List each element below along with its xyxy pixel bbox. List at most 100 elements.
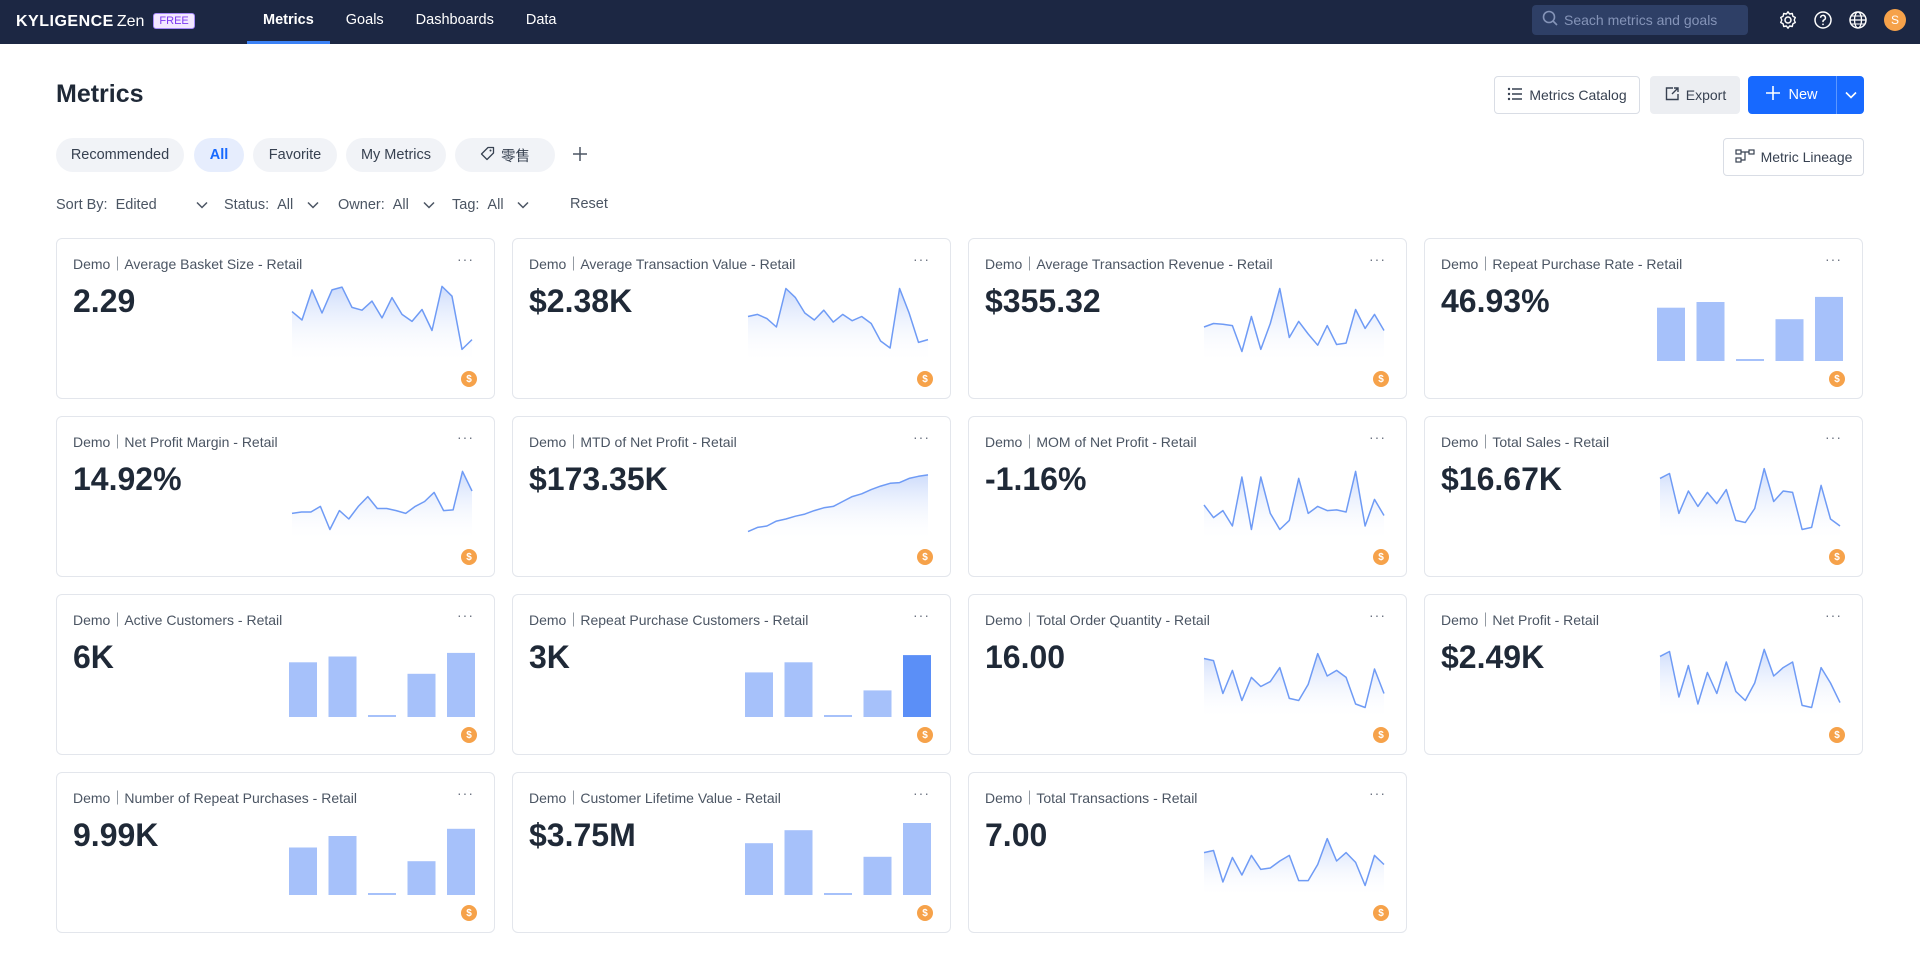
nav-item-goals[interactable]: Goals	[345, 12, 384, 28]
search-box[interactable]	[1532, 5, 1748, 35]
plan-badge: FREE	[153, 13, 195, 29]
user-avatar[interactable]: S	[1884, 9, 1906, 31]
owner-dropdown[interactable]: Owner: All	[338, 196, 435, 214]
metrics-catalog-button[interactable]: Metrics Catalog	[1494, 76, 1640, 114]
sparkline-line	[1659, 648, 1841, 709]
tab-all[interactable]: All	[194, 138, 244, 172]
metric-card[interactable]: Demo｜Net Profit Margin - Retail ··· 14.92%…	[56, 416, 495, 577]
more-options-icon[interactable]: ···	[1825, 607, 1842, 623]
tag-icon	[480, 146, 495, 165]
sparkline-svg	[291, 285, 473, 361]
more-options-icon[interactable]: ···	[457, 785, 474, 801]
sparkline-bar	[368, 893, 396, 895]
new-dropdown-toggle[interactable]	[1836, 76, 1864, 114]
sort-by-dropdown[interactable]: Sort By: Edited	[56, 196, 208, 214]
more-options-icon[interactable]: ···	[913, 429, 930, 445]
currency-dollar-icon: $	[917, 549, 933, 565]
sparkline-svg	[1203, 652, 1385, 717]
metric-card[interactable]: Demo｜Average Basket Size - Retail ··· 2.29…	[56, 238, 495, 399]
more-options-icon[interactable]: ···	[913, 607, 930, 623]
metric-sparkline-chart	[1657, 281, 1843, 361]
metric-card-title: Demo｜Net Profit Margin - Retail	[73, 434, 278, 450]
metric-sparkline-chart	[289, 637, 475, 717]
metric-card[interactable]: Demo｜Total Transactions - Retail ··· 7.00 $	[968, 772, 1407, 933]
metric-card[interactable]: Demo｜Net Profit - Retail ··· $2.49K $	[1424, 594, 1863, 755]
search-icon	[1542, 10, 1558, 31]
reset-filters-link[interactable]: Reset	[570, 196, 608, 212]
metric-card-title: Demo｜Total Transactions - Retail	[985, 790, 1198, 806]
chevron-down-icon	[307, 197, 319, 213]
more-options-icon[interactable]: ···	[457, 607, 474, 623]
sparkline-bar	[903, 655, 931, 717]
tab-retail-tag[interactable]: 零售	[455, 138, 555, 172]
more-options-icon[interactable]: ···	[913, 785, 930, 801]
sparkline-line	[747, 474, 929, 533]
brand-name: KYLIGENCE	[16, 13, 114, 30]
tag-dropdown[interactable]: Tag: All	[452, 196, 529, 214]
currency-dollar-icon: $	[1373, 549, 1389, 565]
metric-card-value: 9.99K	[73, 817, 159, 853]
metric-card[interactable]: Demo｜Total Sales - Retail ··· $16.67K $	[1424, 416, 1863, 577]
app-logo[interactable]: KYLIGENCE Zen FREE	[16, 13, 195, 31]
sparkline-svg	[1203, 837, 1385, 895]
sort-by-label: Sort By:	[56, 197, 108, 213]
sparkline-bar	[903, 823, 931, 895]
metric-card[interactable]: Demo｜Repeat Purchase Customers - Retail ·…	[512, 594, 951, 755]
metric-card[interactable]: Demo｜Customer Lifetime Value - Retail ···…	[512, 772, 951, 933]
metric-card[interactable]: Demo｜Repeat Purchase Rate - Retail ··· 46.…	[1424, 238, 1863, 399]
metric-card[interactable]: Demo｜MOM of Net Profit - Retail ··· -1.16%…	[968, 416, 1407, 577]
currency-dollar-icon: $	[917, 727, 933, 743]
metric-card[interactable]: Demo｜Average Transaction Revenue - Retai…	[968, 238, 1407, 399]
sparkline-area	[1204, 653, 1384, 717]
metric-card[interactable]: Demo｜Active Customers - Retail ··· 6K $	[56, 594, 495, 755]
more-options-icon[interactable]: ···	[913, 251, 930, 267]
metric-lineage-button[interactable]: Metric Lineage	[1723, 138, 1864, 176]
tag-label: Tag:	[452, 197, 480, 213]
chevron-down-icon	[423, 197, 435, 213]
sparkline-bar	[1657, 307, 1685, 361]
sparkline-area	[292, 471, 472, 539]
settings-gear-icon[interactable]	[1777, 9, 1799, 31]
search-input[interactable]	[1564, 12, 1734, 28]
nav-item-dashboards[interactable]: Dashboards	[415, 12, 494, 28]
help-icon[interactable]	[1812, 9, 1834, 31]
metric-sparkline-chart	[745, 281, 931, 361]
sparkline-svg	[1203, 287, 1385, 361]
metric-card-value: -1.16%	[985, 461, 1087, 497]
more-options-icon[interactable]: ···	[1825, 251, 1842, 267]
sparkline-bar	[784, 830, 813, 895]
sparkline-bar	[1775, 319, 1804, 361]
more-options-icon[interactable]: ···	[457, 429, 474, 445]
status-dropdown[interactable]: Status: All	[224, 196, 319, 214]
metric-card-title: Demo｜Average Transaction Revenue - Retai…	[985, 256, 1273, 272]
currency-dollar-icon: $	[1829, 549, 1845, 565]
more-options-icon[interactable]: ···	[1369, 251, 1386, 267]
tab-favorite[interactable]: Favorite	[253, 138, 337, 172]
more-options-icon[interactable]: ···	[1369, 429, 1386, 445]
nav-item-metrics[interactable]: Metrics	[247, 0, 330, 44]
more-options-icon[interactable]: ···	[1369, 785, 1386, 801]
sparkline-bar	[289, 847, 317, 895]
tab-recommended[interactable]: Recommended	[56, 138, 184, 172]
currency-dollar-icon: $	[461, 905, 477, 921]
metric-sparkline-chart	[1201, 637, 1387, 717]
metric-card[interactable]: Demo｜Total Order Quantity - Retail ··· 16.…	[968, 594, 1407, 755]
more-options-icon[interactable]: ···	[457, 251, 474, 267]
metric-card-title: Demo｜Total Sales - Retail	[1441, 434, 1610, 450]
tab-my-metrics[interactable]: My Metrics	[346, 138, 446, 172]
metric-sparkline-chart	[745, 459, 931, 539]
language-globe-icon[interactable]	[1847, 9, 1869, 31]
more-options-icon[interactable]: ···	[1369, 607, 1386, 623]
sparkline-area	[1204, 838, 1384, 895]
add-tab-plus-icon[interactable]	[568, 142, 592, 166]
more-options-icon[interactable]: ···	[1825, 429, 1842, 445]
new-button[interactable]: New	[1748, 76, 1836, 114]
plus-icon	[1766, 86, 1781, 104]
new-button-label: New	[1788, 87, 1818, 103]
metric-card[interactable]: Demo｜MTD of Net Profit - Retail ··· $173.3…	[512, 416, 951, 577]
metric-card[interactable]: Demo｜Number of Repeat Purchases - Retail…	[56, 772, 495, 933]
nav-item-data[interactable]: Data	[525, 12, 557, 28]
export-button[interactable]: Export	[1650, 76, 1740, 114]
metric-card[interactable]: Demo｜Average Transaction Value - Retail ·…	[512, 238, 951, 399]
sparkline-bar	[328, 836, 357, 895]
